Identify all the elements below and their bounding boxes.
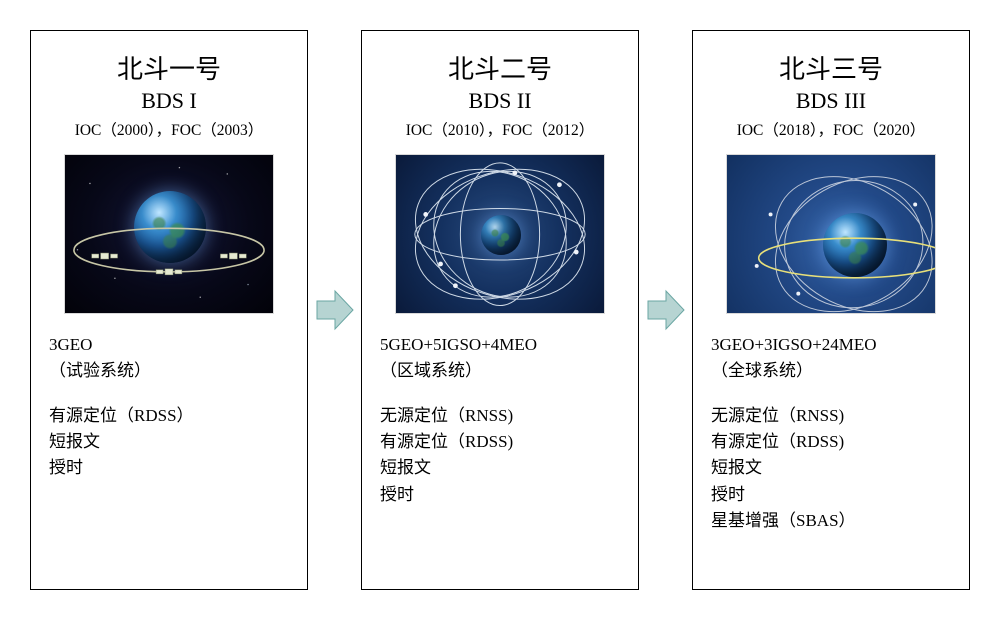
panel2-illustration	[395, 154, 605, 314]
panel1-illustration	[64, 154, 274, 314]
panel3-feature-2: 短报文	[711, 455, 951, 481]
panel2-body: 5GEO+5IGSO+4MEO （区域系统） 无源定位（RNSS) 有源定位（R…	[380, 332, 620, 508]
panel2-dates: IOC（2010），FOC（2012）	[380, 118, 620, 140]
panel3-feature-0: 无源定位（RNSS)	[711, 403, 951, 429]
panel1-feature-0: 有源定位（RDSS）	[49, 403, 289, 429]
panel2-feature-0: 无源定位（RNSS)	[380, 403, 620, 429]
panel1-title-en: BDS I	[49, 88, 289, 114]
panel1-feature-1: 短报文	[49, 429, 289, 455]
panel3-illustration	[726, 154, 936, 314]
panel1-title-cn: 北斗一号	[49, 49, 289, 86]
panel2-feature-2: 短报文	[380, 455, 620, 481]
panel1-dates: IOC（2000），FOC（2003）	[49, 118, 289, 140]
panel3-feature-1: 有源定位（RDSS)	[711, 429, 951, 455]
panel2-constellation: 5GEO+5IGSO+4MEO	[380, 332, 620, 358]
panel3-feature-4: 星基增强（SBAS）	[711, 508, 951, 534]
panel2-feature-1: 有源定位（RDSS)	[380, 429, 620, 455]
panel2-feature-3: 授时	[380, 482, 620, 508]
panel3-system-note: （全球系统）	[711, 358, 951, 384]
panel3-constellation: 3GEO+3IGSO+24MEO	[711, 332, 951, 358]
panel3-title-cn: 北斗三号	[711, 49, 951, 86]
panel2-title-cn: 北斗二号	[380, 49, 620, 86]
arrow-1-icon	[315, 287, 355, 333]
panel3-title-en: BDS III	[711, 88, 951, 114]
panel2-system-note: （区域系统）	[380, 358, 620, 384]
panel-bds3: 北斗三号 BDS III IOC（2018），FOC（2020） 3GEO+3I…	[692, 30, 970, 590]
panel3-feature-3: 授时	[711, 482, 951, 508]
panel2-title-en: BDS II	[380, 88, 620, 114]
panel1-system-note: （试验系统）	[49, 358, 289, 384]
panel3-dates: IOC（2018），FOC（2020）	[711, 118, 951, 140]
panel3-body: 3GEO+3IGSO+24MEO （全球系统） 无源定位（RNSS) 有源定位（…	[711, 332, 951, 534]
arrow-2-icon	[646, 287, 686, 333]
panel-bds2: 北斗二号 BDS II IOC（2010），FOC（2012）	[361, 30, 639, 590]
panel1-feature-2: 授时	[49, 455, 289, 481]
panel-bds1: 北斗一号 BDS I IOC（2000），FOC（2003） 3GEO （试验系…	[30, 30, 308, 590]
bds-evolution-diagram: 北斗一号 BDS I IOC（2000），FOC（2003） 3GEO （试验系…	[30, 30, 970, 590]
panel1-constellation: 3GEO	[49, 332, 289, 358]
panel1-body: 3GEO （试验系统） 有源定位（RDSS） 短报文 授时	[49, 332, 289, 482]
